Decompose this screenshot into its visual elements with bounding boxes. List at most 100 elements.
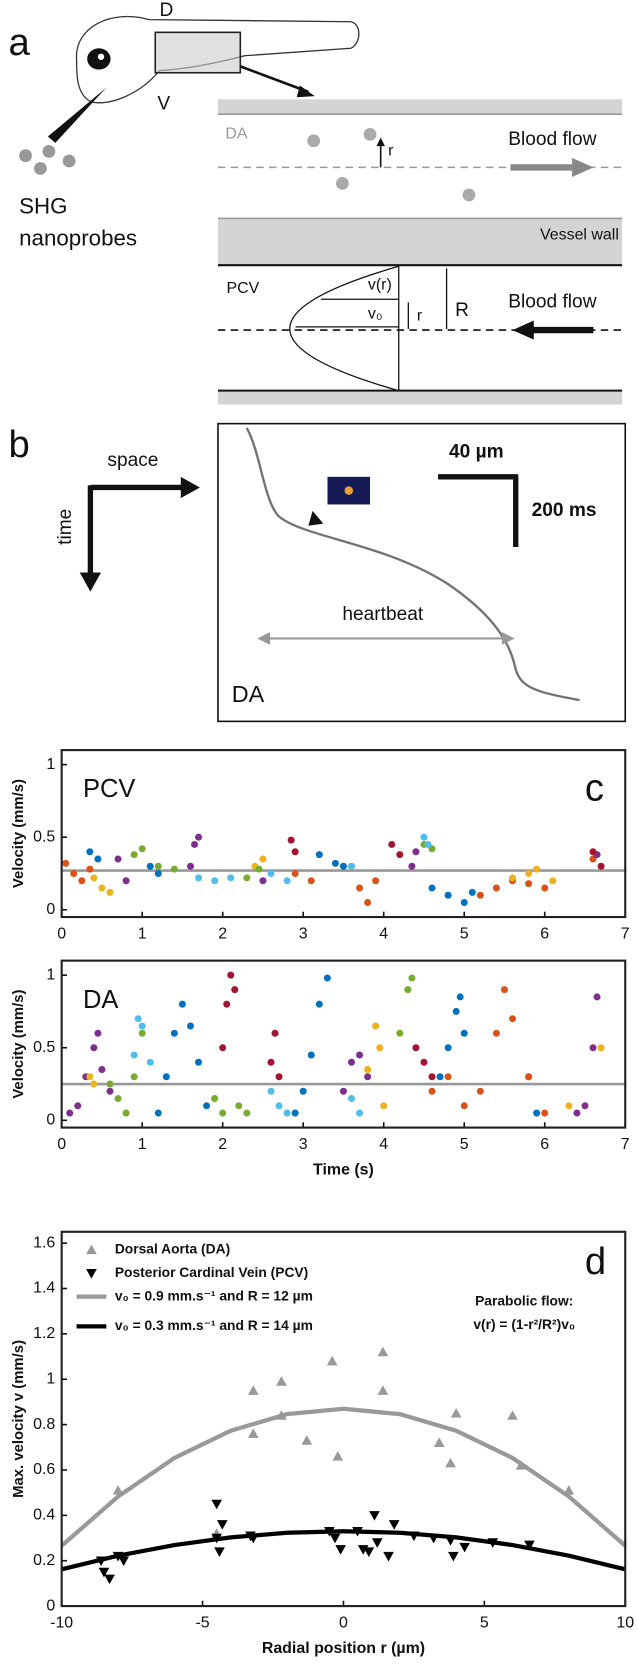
point (130, 851, 138, 859)
point (476, 891, 484, 899)
point (231, 986, 239, 994)
point (259, 877, 267, 885)
point (428, 884, 436, 892)
point (460, 1102, 468, 1110)
flow-arrowhead (572, 157, 594, 177)
panel-a: a D V SHG nanoprobes DA r Blood flow Ves… (9, 0, 623, 405)
point (235, 1102, 243, 1110)
marker (448, 1551, 459, 1562)
x-tick-label: -5 (195, 1614, 209, 1631)
point (428, 1087, 436, 1095)
point (94, 855, 102, 863)
label-dorsal: D (160, 0, 174, 21)
point (243, 1109, 251, 1117)
plot-label: DA (83, 986, 118, 1014)
y-tick-label: 1 (46, 966, 55, 983)
point (98, 1065, 106, 1074)
point (492, 884, 500, 892)
point (589, 848, 597, 856)
point (388, 840, 396, 848)
point (283, 877, 291, 885)
v0-label: v₀ (368, 305, 383, 322)
point (162, 1073, 170, 1081)
x-tick-label: 6 (540, 1136, 549, 1153)
point (90, 874, 98, 882)
point (509, 1015, 517, 1023)
vessel-wall (217, 391, 623, 405)
point (372, 1022, 380, 1030)
marker (507, 1410, 518, 1420)
y-tick-label: 1 (46, 756, 55, 773)
point (500, 986, 508, 994)
roi (154, 31, 242, 74)
marker (524, 1540, 535, 1551)
marker (377, 1346, 389, 1357)
point (134, 1015, 142, 1023)
point (275, 1102, 283, 1110)
point (404, 986, 412, 994)
probe (34, 162, 47, 175)
point (223, 1000, 231, 1008)
annotation: v(r) = (1-r²/R²)v₀ (473, 1316, 575, 1332)
y-tick-label: 1.2 (33, 1325, 55, 1342)
point (122, 1109, 130, 1117)
point (565, 1102, 573, 1110)
point (323, 974, 331, 982)
y-axis-label: Velocity (mm/s) (11, 989, 27, 1098)
point (287, 836, 295, 844)
scale-label: 200 ms (532, 500, 597, 521)
point (106, 888, 114, 896)
point (106, 1087, 114, 1095)
point (589, 1044, 597, 1052)
point (396, 1029, 404, 1037)
fit-curve (60, 1406, 627, 1548)
R-label: R (455, 300, 469, 321)
wall-label: Vessel wall (540, 227, 619, 244)
zoom-arrow (239, 65, 309, 94)
point (243, 874, 251, 882)
point (186, 1022, 194, 1030)
point (283, 1109, 291, 1117)
point (146, 862, 154, 870)
probe (62, 154, 76, 168)
annotation: Parabolic flow: (475, 1293, 573, 1309)
x-tick-label: 10 (616, 1614, 634, 1631)
probe (42, 145, 56, 158)
point (267, 869, 275, 877)
point (203, 1102, 211, 1110)
y-axis-label: Max. velocity v (mm/s) (11, 1340, 27, 1498)
point (130, 1073, 138, 1081)
point (154, 1109, 162, 1117)
point (138, 845, 146, 853)
point (271, 1029, 279, 1037)
point (146, 1058, 154, 1066)
y-tick-label: 1 (46, 1370, 55, 1387)
point (525, 880, 533, 888)
y-axis-label: Velocity (mm/s) (11, 779, 27, 888)
marker (98, 1567, 110, 1578)
point (186, 862, 194, 870)
point (396, 851, 404, 859)
marker (371, 1538, 383, 1548)
da-label: DA (232, 681, 265, 707)
point (525, 1073, 533, 1081)
x-tick-label: 5 (460, 925, 469, 942)
trace (245, 427, 580, 702)
point (170, 1029, 178, 1037)
point (90, 1080, 98, 1088)
point (315, 851, 323, 859)
x-tick-label: 2 (218, 1136, 227, 1153)
marker (211, 1499, 222, 1510)
point (372, 877, 380, 885)
panel-letter: d (585, 1240, 606, 1283)
point (138, 1022, 146, 1030)
point (275, 1073, 283, 1081)
zoom-arrowhead (296, 85, 315, 98)
point (78, 877, 86, 885)
marker (214, 1547, 225, 1557)
marker (388, 1520, 400, 1530)
marker (276, 1376, 287, 1386)
point (227, 971, 235, 979)
injection-needle (47, 87, 107, 143)
point (597, 1044, 605, 1052)
